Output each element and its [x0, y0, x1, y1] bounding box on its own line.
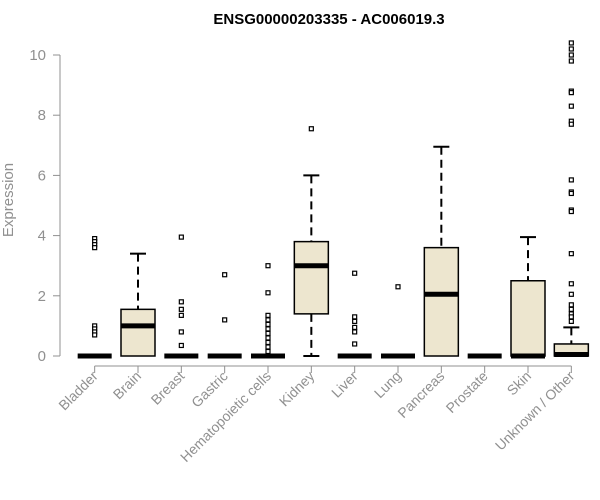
x-tick-label: Skin [504, 368, 535, 399]
outlier-point [265, 335, 271, 341]
box-group [120, 252, 156, 357]
outlier-point [352, 314, 358, 320]
outlier-point [568, 46, 574, 52]
outlier-point [568, 306, 574, 312]
y-tick-label: 0 [38, 348, 46, 365]
y-tick-label: 6 [38, 167, 46, 184]
outlier-point [178, 342, 184, 349]
outlier-point [568, 314, 574, 320]
x-tick-label: Prostate [443, 368, 491, 416]
outlier-point [568, 251, 574, 257]
box-group [553, 40, 590, 357]
outlier-point [352, 270, 358, 276]
outlier-point [265, 263, 271, 269]
outlier-point [265, 290, 271, 296]
y-tick-label: 4 [38, 228, 46, 245]
x-tick-label: Breast [148, 368, 188, 408]
box-group [77, 236, 112, 359]
outlier-point [568, 103, 574, 109]
outlier-point [352, 318, 358, 324]
y-axis-label: Expression [0, 163, 17, 237]
outlier-point [568, 40, 574, 46]
box-group [251, 263, 285, 359]
outlier-point [265, 321, 271, 327]
box-iqr [510, 280, 546, 357]
x-tick-label: Brain [110, 368, 144, 402]
outlier-point [265, 317, 271, 323]
outlier-point [265, 326, 271, 332]
outlier-point [178, 312, 184, 318]
box-iqr [423, 246, 460, 357]
outlier-point [568, 58, 574, 64]
chart-title: ENSG00000203335 - AC006019.3 [213, 11, 444, 28]
outlier-point [568, 121, 574, 127]
x-tick-label: Bladder [55, 368, 101, 414]
box-iqr [293, 240, 330, 315]
y-tick-label: 2 [38, 288, 46, 305]
outlier-point [568, 318, 574, 324]
y-axis: 0 2 4 6 8 10 [29, 47, 61, 365]
outlier-point [222, 317, 228, 323]
box-group [423, 145, 460, 357]
outlier-point [222, 272, 228, 278]
outlier-point [92, 245, 98, 251]
x-tick-label: Liver [328, 368, 361, 401]
outlier-point [568, 302, 574, 308]
outlier-point [568, 90, 574, 96]
outlier-point [568, 52, 574, 58]
outlier-point [178, 234, 184, 240]
outlier-point [265, 339, 271, 346]
x-tick-label: Lung [371, 368, 404, 401]
outlier-point [178, 306, 184, 312]
outlier-point [265, 312, 271, 318]
outlier-point [92, 332, 98, 338]
x-tick-label: Pancreas [394, 368, 447, 421]
outlier-point [568, 281, 574, 287]
outlier-point [568, 190, 574, 197]
x-tick-label: Gastric [188, 368, 231, 411]
outlier-point [568, 177, 574, 183]
outlier-point [568, 208, 574, 215]
box-iqr [120, 308, 156, 357]
x-tick-label: Unknown / Other [492, 368, 578, 454]
outlier-point [265, 330, 271, 337]
outlier-point [352, 324, 358, 331]
box-group [337, 270, 372, 359]
outlier-point [178, 299, 184, 305]
outlier-point [265, 344, 271, 350]
boxes-layer [77, 40, 590, 359]
box-group [207, 272, 242, 359]
outlier-point [395, 284, 401, 290]
box-group [164, 234, 199, 359]
y-tick-label: 10 [29, 47, 46, 64]
box-group [381, 284, 415, 359]
outlier-point [178, 329, 184, 335]
box-group [510, 236, 546, 359]
outlier-point [352, 341, 358, 347]
outlier-point [568, 291, 574, 297]
outlier-point [265, 348, 271, 355]
y-tick-label: 8 [38, 107, 46, 124]
x-tick-label: Kidney [276, 368, 318, 410]
outlier-point [308, 126, 314, 132]
outlier-point [352, 329, 358, 335]
box-group [293, 126, 330, 357]
